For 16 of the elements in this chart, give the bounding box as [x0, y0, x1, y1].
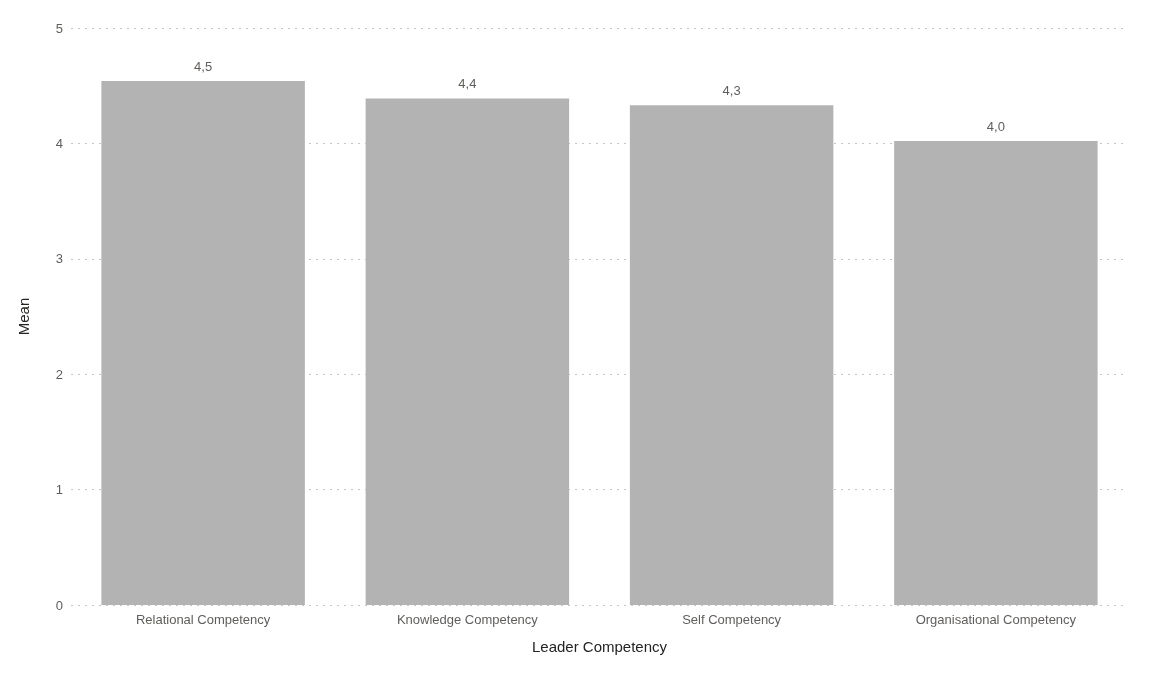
- x-tick-label: Organisational Competency: [915, 612, 1077, 627]
- data-label: 4,4: [458, 76, 477, 92]
- y-axis-title: Mean: [15, 297, 32, 336]
- y-tick-label: 4: [55, 135, 63, 151]
- data-label: 4,3: [722, 83, 741, 99]
- x-tick-label: Self Competency: [682, 612, 782, 627]
- y-tick-label: 1: [55, 482, 63, 498]
- y-tick-label: 3: [55, 251, 63, 267]
- x-tick-label: Relational Competency: [135, 612, 271, 627]
- data-label: 4,5: [194, 59, 213, 75]
- y-tick-label: 0: [55, 597, 63, 613]
- data-label: 4,0: [986, 119, 1005, 135]
- x-axis-title: Leader Competency: [531, 638, 668, 655]
- y-tick-label: 2: [55, 366, 63, 382]
- y-tick-label: 5: [55, 20, 63, 36]
- x-tick-label: Knowledge Competency: [396, 612, 539, 627]
